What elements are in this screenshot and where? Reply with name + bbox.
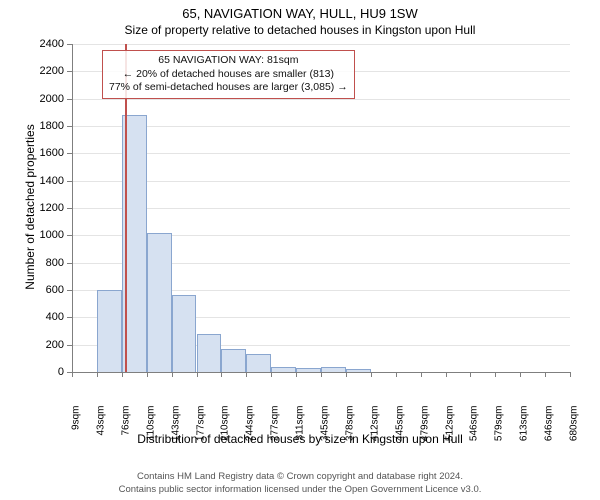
x-tick: [271, 372, 272, 377]
x-tick: [371, 372, 372, 377]
x-tick: [470, 372, 471, 377]
grid-line: [72, 44, 570, 45]
footer-line1: Contains HM Land Registry data © Crown c…: [0, 471, 600, 483]
x-tick-label: 546sqm: [469, 406, 480, 456]
x-tick: [495, 372, 496, 377]
footer-line2: Contains public sector information licen…: [0, 484, 600, 496]
x-tick: [246, 372, 247, 377]
histogram-bar: [246, 354, 271, 372]
y-tick-label: 2200: [0, 65, 64, 77]
x-tick-label: 680sqm: [569, 406, 580, 456]
histogram-bar: [197, 334, 222, 372]
histogram-bar: [147, 233, 172, 372]
x-tick-label: 512sqm: [444, 406, 455, 456]
x-tick: [396, 372, 397, 377]
y-axis-title: Number of detached properties: [23, 107, 37, 307]
x-tick: [520, 372, 521, 377]
histogram-bar: [172, 295, 197, 372]
y-tick-label: 200: [0, 339, 64, 351]
y-tick-label: 2400: [0, 38, 64, 50]
x-tick: [97, 372, 98, 377]
x-tick: [197, 372, 198, 377]
x-tick-label: 311sqm: [295, 406, 306, 456]
x-tick: [172, 372, 173, 377]
y-tick-label: 2000: [0, 93, 64, 105]
x-tick-label: 244sqm: [245, 406, 256, 456]
x-tick: [72, 372, 73, 377]
x-tick: [147, 372, 148, 377]
chart: 0200400600800100012001400160018002000220…: [0, 0, 600, 500]
x-tick: [296, 372, 297, 377]
x-tick: [545, 372, 546, 377]
x-tick-label: 76sqm: [120, 406, 131, 456]
x-axis-title: Distribution of detached houses by size …: [0, 432, 600, 446]
x-tick-label: 412sqm: [369, 406, 380, 456]
x-tick: [570, 372, 571, 377]
x-tick-label: 9sqm: [71, 406, 82, 456]
x-tick-label: 43sqm: [95, 406, 106, 456]
y-tick-label: 400: [0, 311, 64, 323]
x-tick-label: 110sqm: [145, 406, 156, 456]
annotation-line3: 77% of semi-detached houses are larger (…: [109, 81, 348, 95]
grid-line: [72, 181, 570, 182]
x-tick-label: 613sqm: [519, 406, 530, 456]
x-tick-label: 277sqm: [270, 406, 281, 456]
x-tick-label: 143sqm: [170, 406, 181, 456]
x-tick-label: 445sqm: [394, 406, 405, 456]
annotation-line2: ← 20% of detached houses are smaller (81…: [109, 68, 348, 82]
x-tick-label: 378sqm: [344, 406, 355, 456]
x-tick-label: 579sqm: [494, 406, 505, 456]
grid-line: [72, 126, 570, 127]
annotation-line1: 65 NAVIGATION WAY: 81sqm: [109, 54, 348, 68]
x-tick: [122, 372, 123, 377]
x-tick: [221, 372, 222, 377]
x-tick-label: 210sqm: [220, 406, 231, 456]
histogram-bar: [221, 349, 246, 372]
x-tick-label: 646sqm: [544, 406, 555, 456]
x-tick-label: 177sqm: [195, 406, 206, 456]
annotation-box: 65 NAVIGATION WAY: 81sqm← 20% of detache…: [102, 50, 355, 99]
grid-line: [72, 208, 570, 209]
x-tick: [321, 372, 322, 377]
license-footer: Contains HM Land Registry data © Crown c…: [0, 471, 600, 496]
histogram-bar: [97, 290, 122, 372]
x-tick: [421, 372, 422, 377]
x-tick-label: 479sqm: [419, 406, 430, 456]
x-tick: [446, 372, 447, 377]
y-axis-line: [72, 44, 73, 372]
y-tick-label: 0: [0, 366, 64, 378]
x-tick-label: 345sqm: [320, 406, 331, 456]
x-tick: [346, 372, 347, 377]
grid-line: [72, 153, 570, 154]
